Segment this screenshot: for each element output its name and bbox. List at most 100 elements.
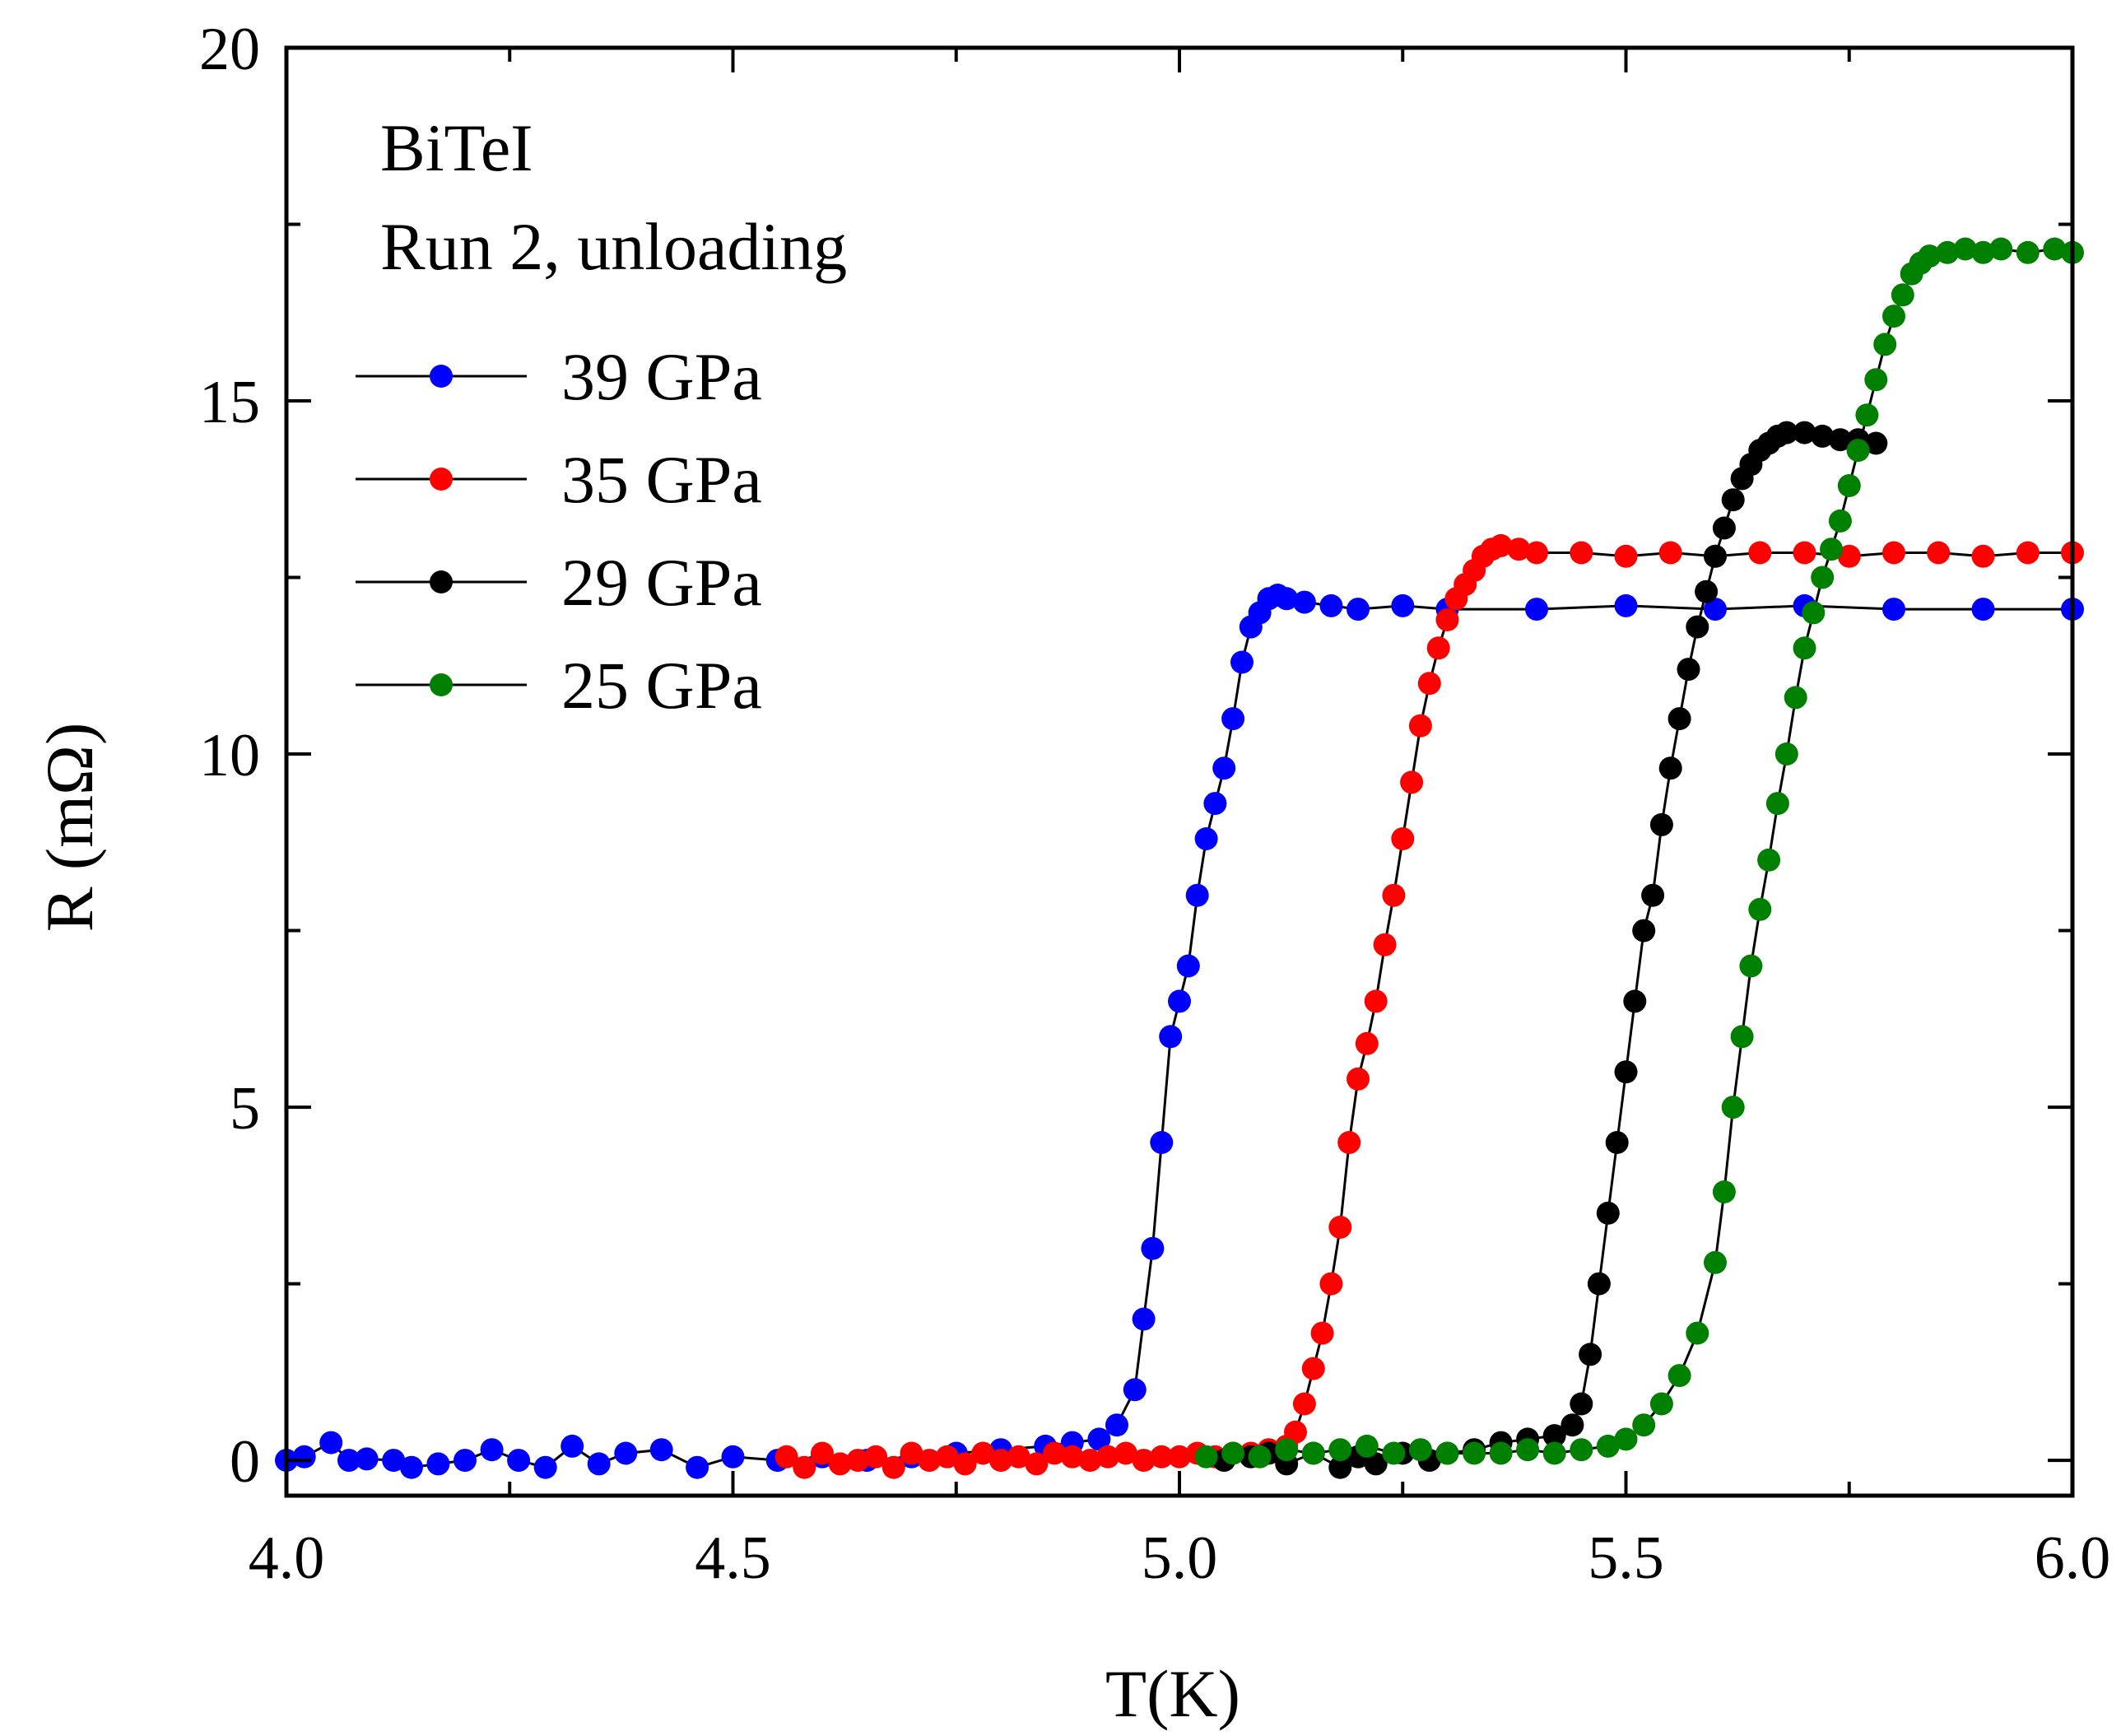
data-point (1275, 1438, 1299, 1462)
data-point (560, 1434, 584, 1458)
data-point (1828, 428, 1852, 452)
data-point (1891, 283, 1914, 307)
data-point (1873, 333, 1897, 356)
y-tick-label: 5 (230, 1075, 260, 1143)
data-point (1168, 989, 1191, 1013)
legend-marker (430, 365, 453, 388)
data-point (1159, 1025, 1183, 1049)
legend-entry: 25 GPa (356, 648, 762, 723)
data-point (1793, 421, 1816, 444)
legend-marker (430, 570, 453, 593)
data-point (1150, 1445, 1174, 1468)
y-tick-label: 0 (230, 1428, 260, 1496)
y-tick-label: 15 (199, 369, 260, 436)
data-point (1686, 1321, 1709, 1345)
data-point (1221, 707, 1245, 731)
data-point (337, 1449, 360, 1473)
data-point (1649, 1392, 1673, 1416)
data-point (1765, 792, 1789, 816)
data-point (1132, 1449, 1156, 1473)
data-point (1007, 1445, 1030, 1468)
data-point (953, 1452, 977, 1476)
data-point (1391, 827, 1415, 850)
data-point (1328, 1215, 1352, 1239)
data-point (1435, 608, 1459, 631)
data-point (1757, 848, 1781, 872)
data-point (1658, 756, 1682, 780)
data-point (1489, 1441, 1513, 1465)
legend-entry: 29 GPa (356, 545, 762, 620)
data-point (1677, 658, 1700, 682)
data-point (1855, 403, 1879, 427)
data-point (1355, 1031, 1379, 1055)
data-point (1748, 897, 1772, 921)
data-point (319, 1431, 343, 1454)
data-point (1927, 541, 1951, 565)
data-point (1864, 431, 1888, 455)
data-point (587, 1452, 611, 1476)
data-point (1828, 509, 1852, 533)
data-point (1319, 593, 1343, 617)
data-point (1802, 601, 1826, 625)
plot-series (275, 237, 2084, 1479)
x-tick-label: 6.0 (2035, 1524, 2111, 1592)
data-point (1820, 538, 1844, 561)
data-point (1882, 598, 1905, 621)
data-point (1364, 1452, 1388, 1476)
x-tick-label: 4.0 (249, 1524, 325, 1592)
data-point (1579, 1343, 1602, 1366)
data-point (1310, 1321, 1334, 1345)
data-point (1774, 742, 1798, 766)
data-point (1284, 1420, 1307, 1444)
data-point (649, 1438, 673, 1462)
data-point (1417, 672, 1441, 696)
data-point (1614, 544, 1638, 568)
data-point (355, 1447, 379, 1471)
legend-label: 29 GPa (561, 545, 762, 620)
data-point (1971, 240, 1995, 264)
data-point (2016, 240, 2040, 264)
data-point (989, 1449, 1012, 1473)
data-point (1328, 1455, 1352, 1479)
data-point (533, 1455, 557, 1479)
data-point (1632, 919, 1656, 942)
data-point (1811, 424, 1835, 448)
data-point (1614, 1427, 1638, 1451)
data-point (1408, 714, 1432, 738)
data-point (1570, 1392, 1593, 1416)
data-point (1704, 598, 1727, 621)
data-point (1185, 883, 1209, 907)
data-point (1953, 237, 1977, 261)
data-point (1087, 1427, 1111, 1451)
data-point (1194, 827, 1218, 850)
data-point (918, 1449, 942, 1473)
data-point (1667, 1364, 1691, 1388)
data-point (1373, 933, 1397, 956)
data-point (1168, 1445, 1191, 1468)
y-tick-label: 10 (199, 722, 260, 789)
data-point (935, 1445, 959, 1468)
data-point (1230, 650, 1254, 674)
data-point (881, 1455, 905, 1479)
data-point (614, 1441, 638, 1465)
data-point (1408, 1438, 1432, 1462)
data-point (1614, 1060, 1638, 1084)
legend-label: 35 GPa (561, 442, 762, 517)
data-point (1043, 1441, 1067, 1465)
data-point (1391, 593, 1415, 617)
data-point (811, 1441, 834, 1465)
data-point (1837, 474, 1861, 497)
x-tick-label: 5.5 (1588, 1524, 1664, 1592)
y-axis-label: R (mΩ) (32, 723, 107, 933)
data-point (1516, 1438, 1540, 1462)
legend-label: 25 GPa (561, 648, 762, 723)
legend-marker (430, 673, 453, 696)
data-point (1292, 1392, 1316, 1416)
data-point (1141, 1236, 1165, 1260)
data-point (1695, 579, 1719, 603)
data-point (2016, 541, 2040, 565)
data-point (864, 1445, 888, 1468)
data-point (1060, 1445, 1084, 1468)
data-point (399, 1455, 423, 1479)
data-point (1025, 1452, 1049, 1476)
